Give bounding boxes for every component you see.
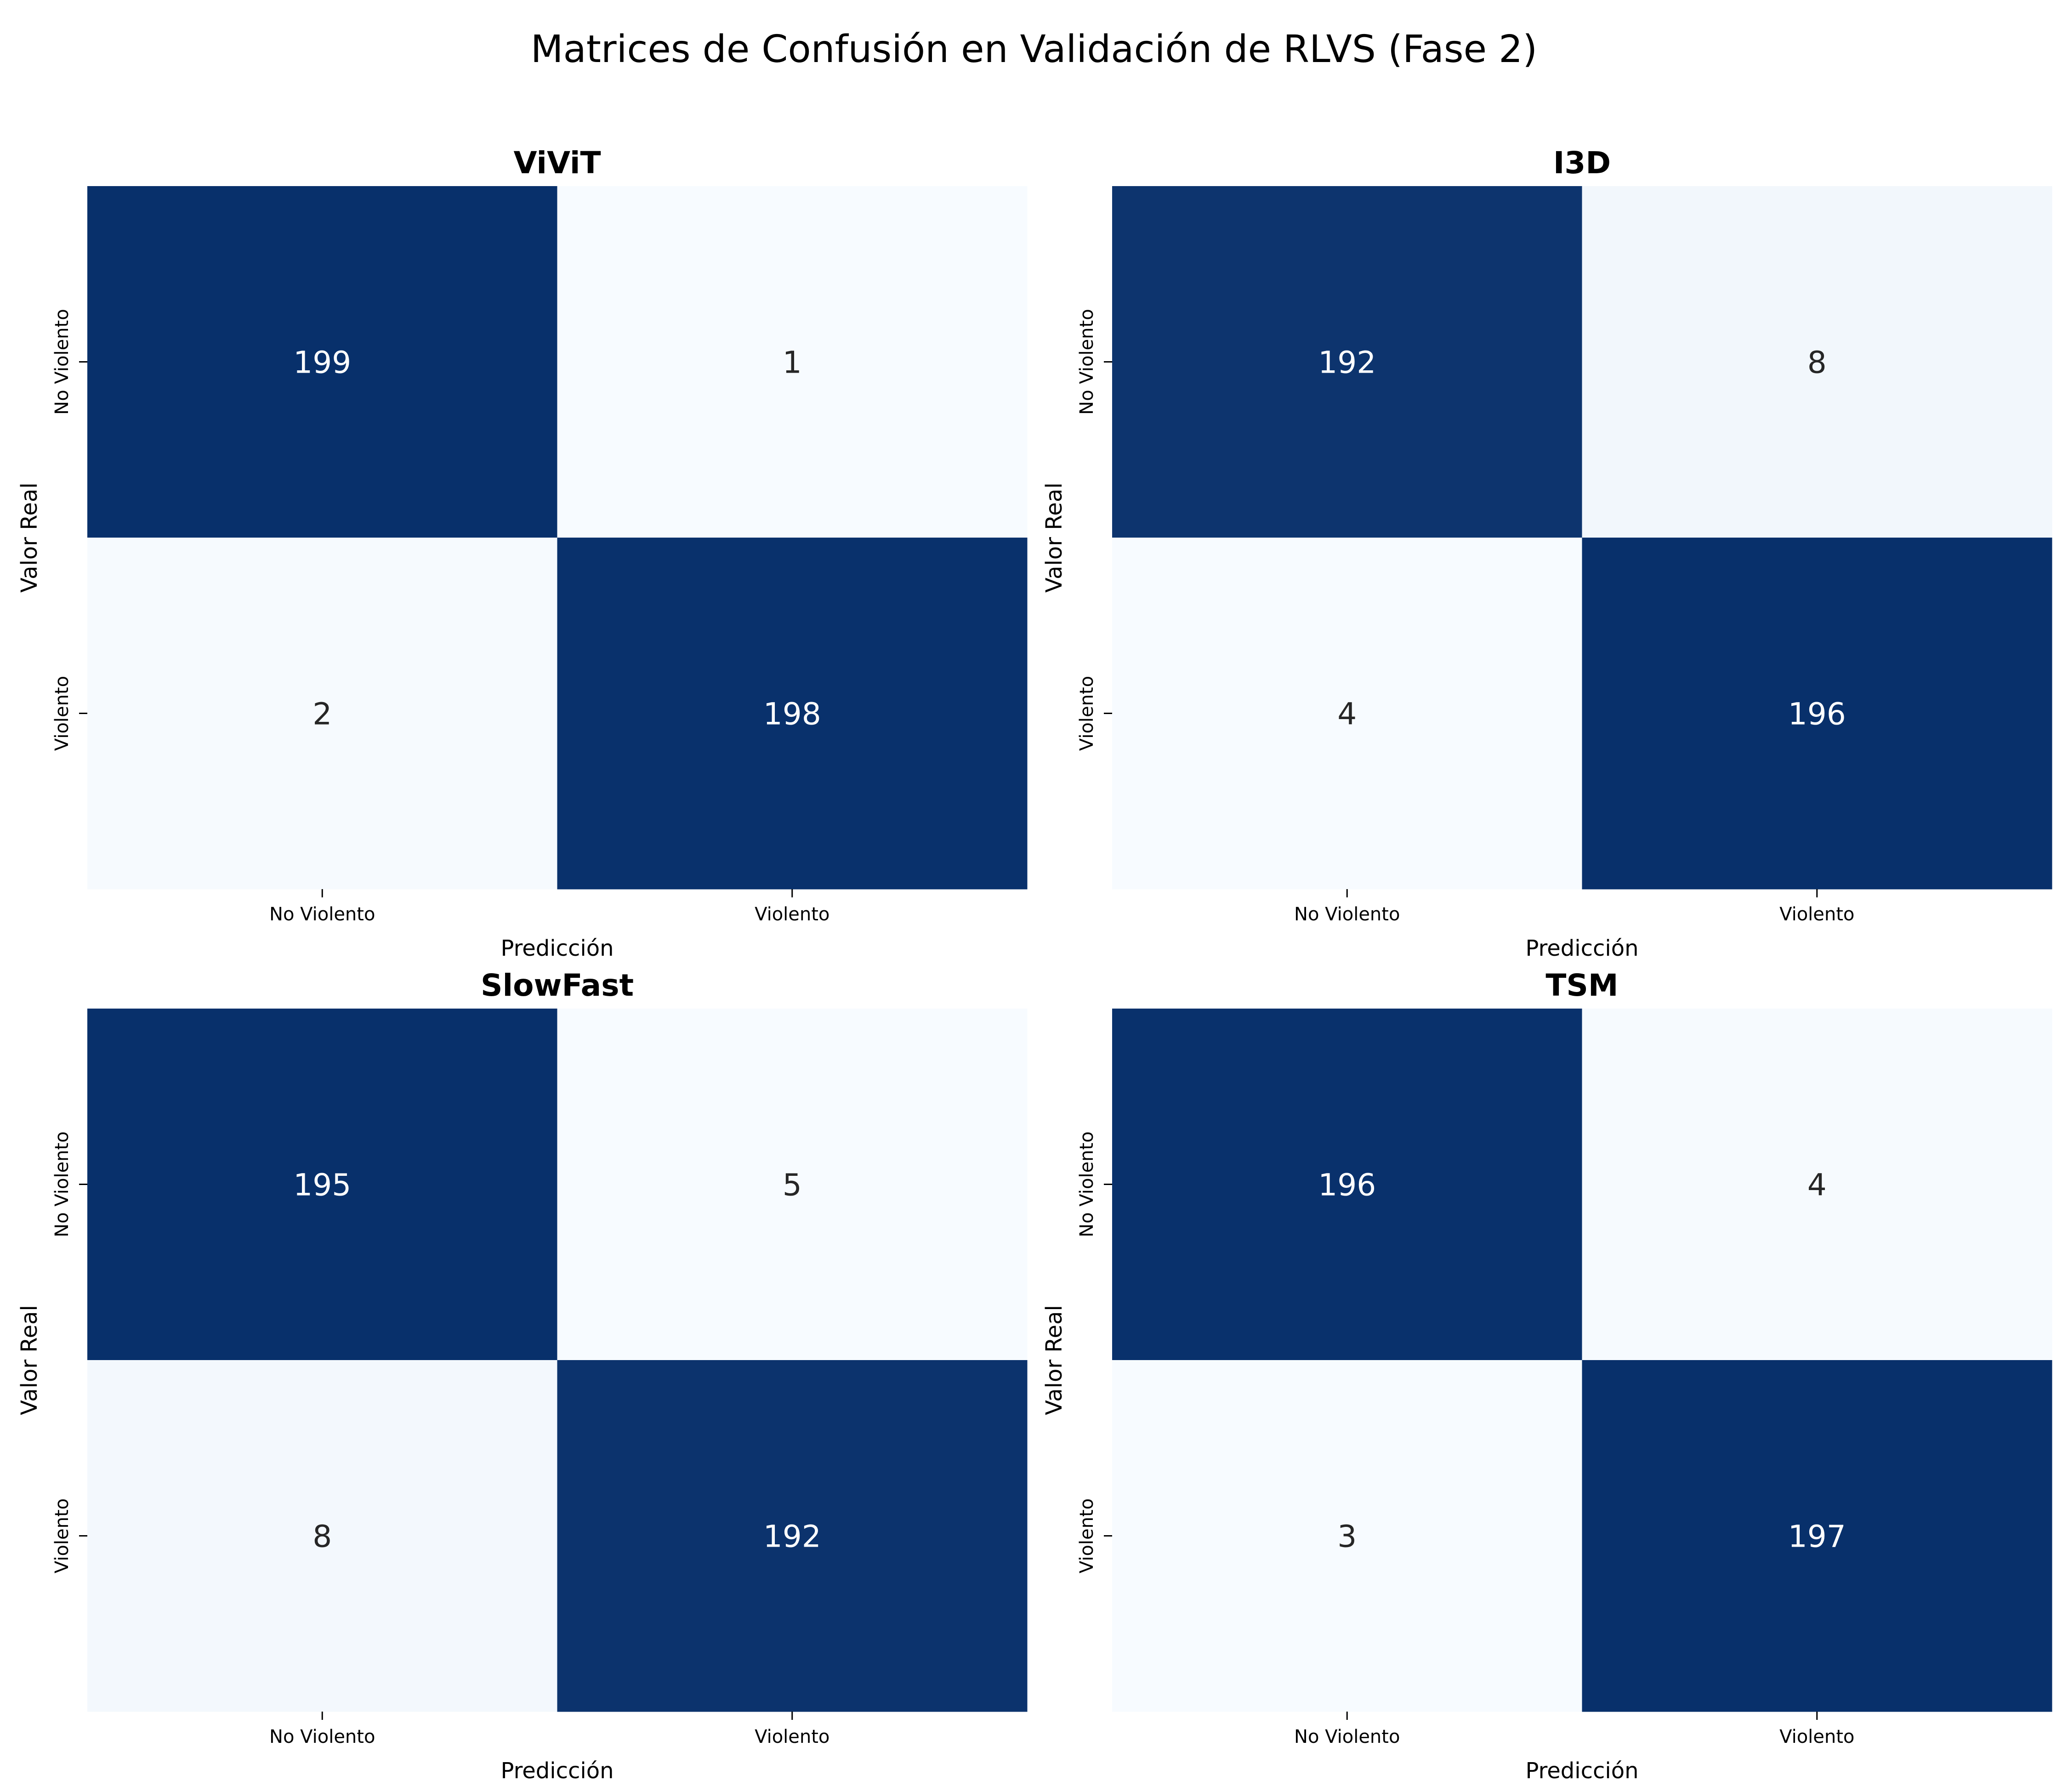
- x-tick-label: No Violento: [269, 904, 375, 925]
- heatmap-cell: [1112, 538, 1582, 890]
- y-axis-label: Valor Real: [1041, 1305, 1067, 1415]
- figure-title: Matrices de Confusión en Validación de R…: [531, 28, 1538, 71]
- y-axis-label: Valor Real: [17, 1305, 42, 1415]
- cell-value-label: 4: [1337, 697, 1357, 732]
- y-tick-label: No Violento: [1076, 1131, 1097, 1237]
- panel-title: TSM: [1545, 968, 1618, 1003]
- heatmap-cell: [87, 1009, 557, 1361]
- heatmap-cell: [1582, 538, 2052, 890]
- y-tick-label: No Violento: [1076, 309, 1097, 414]
- x-tick-label: No Violento: [1294, 1726, 1400, 1747]
- heatmap-cell: [87, 1360, 557, 1712]
- cell-value-label: 4: [1807, 1168, 1827, 1203]
- cell-value-label: 192: [763, 1519, 821, 1554]
- x-axis-label: Predicción: [500, 1758, 614, 1784]
- heatmap-cell: [1582, 1360, 2052, 1712]
- panel-title: SlowFast: [481, 968, 634, 1003]
- x-tick-label: No Violento: [269, 1726, 375, 1747]
- heatmap-cell: [1112, 1360, 1582, 1712]
- heatmap-cell: [87, 186, 557, 538]
- heatmap-cell: [87, 538, 557, 890]
- panels: 199 1 2 198 ViViT No Violento Violento No Viole…: [17, 145, 2052, 1784]
- cell-value-label: 198: [763, 697, 821, 732]
- x-tick-label: Violento: [755, 1726, 829, 1747]
- x-tick-label: Violento: [755, 904, 829, 925]
- cell-value-label: 2: [312, 697, 332, 732]
- cell-value-label: 8: [312, 1519, 332, 1554]
- heatmap-cell: [1582, 186, 2052, 538]
- heatmap-cell: [557, 1009, 1028, 1361]
- y-axis-label: Valor Real: [17, 482, 42, 593]
- panel-title: I3D: [1553, 145, 1611, 181]
- panel-title: ViViT: [513, 145, 601, 181]
- heatmap-cell: [557, 186, 1028, 538]
- y-tick-label: No Violento: [51, 309, 73, 414]
- x-axis-label: Predicción: [1525, 1758, 1638, 1784]
- y-tick-label: No Violento: [51, 1131, 73, 1237]
- cell-value-label: 192: [1318, 345, 1376, 380]
- y-tick-label: Violento: [1076, 676, 1097, 751]
- cell-value-label: 196: [1318, 1168, 1376, 1203]
- heatmap-cell: [1112, 1009, 1582, 1361]
- heatmap-cell: [1112, 186, 1582, 538]
- cell-value-label: 3: [1337, 1519, 1357, 1554]
- x-tick-label: Violento: [1779, 1726, 1854, 1747]
- y-axis-label: Valor Real: [1041, 482, 1067, 593]
- x-axis-label: Predicción: [500, 936, 614, 961]
- heatmap-cell: [557, 538, 1028, 890]
- y-tick-label: Violento: [51, 676, 73, 751]
- x-tick-label: No Violento: [1294, 904, 1400, 925]
- cell-value-label: 197: [1788, 1519, 1846, 1554]
- cell-value-label: 5: [783, 1168, 802, 1203]
- heatmap-panel: 196 4 3 197 TSM No Violento Violento No Violent…: [1041, 968, 2052, 1784]
- y-tick-label: Violento: [51, 1498, 73, 1573]
- x-tick-label: Violento: [1779, 904, 1854, 925]
- y-tick-label: Violento: [1076, 1498, 1097, 1573]
- cell-value-label: 8: [1807, 345, 1827, 380]
- heatmap-cell: [557, 1360, 1028, 1712]
- cell-value-label: 1: [783, 345, 802, 380]
- x-axis-label: Predicción: [1525, 936, 1638, 961]
- heatmap-panel: 192 8 4 196 I3D No Violento Violento No Violent…: [1041, 145, 2052, 961]
- cell-value-label: 199: [293, 345, 351, 380]
- heatmap-panel: 195 5 8 192 SlowFast No Violento Violento No Vi…: [17, 968, 1028, 1784]
- cell-value-label: 195: [293, 1168, 351, 1203]
- heatmap-cell: [1582, 1009, 2052, 1361]
- cell-value-label: 196: [1788, 697, 1846, 732]
- heatmap-panel: 199 1 2 198 ViViT No Violento Violento No Viole…: [17, 145, 1028, 961]
